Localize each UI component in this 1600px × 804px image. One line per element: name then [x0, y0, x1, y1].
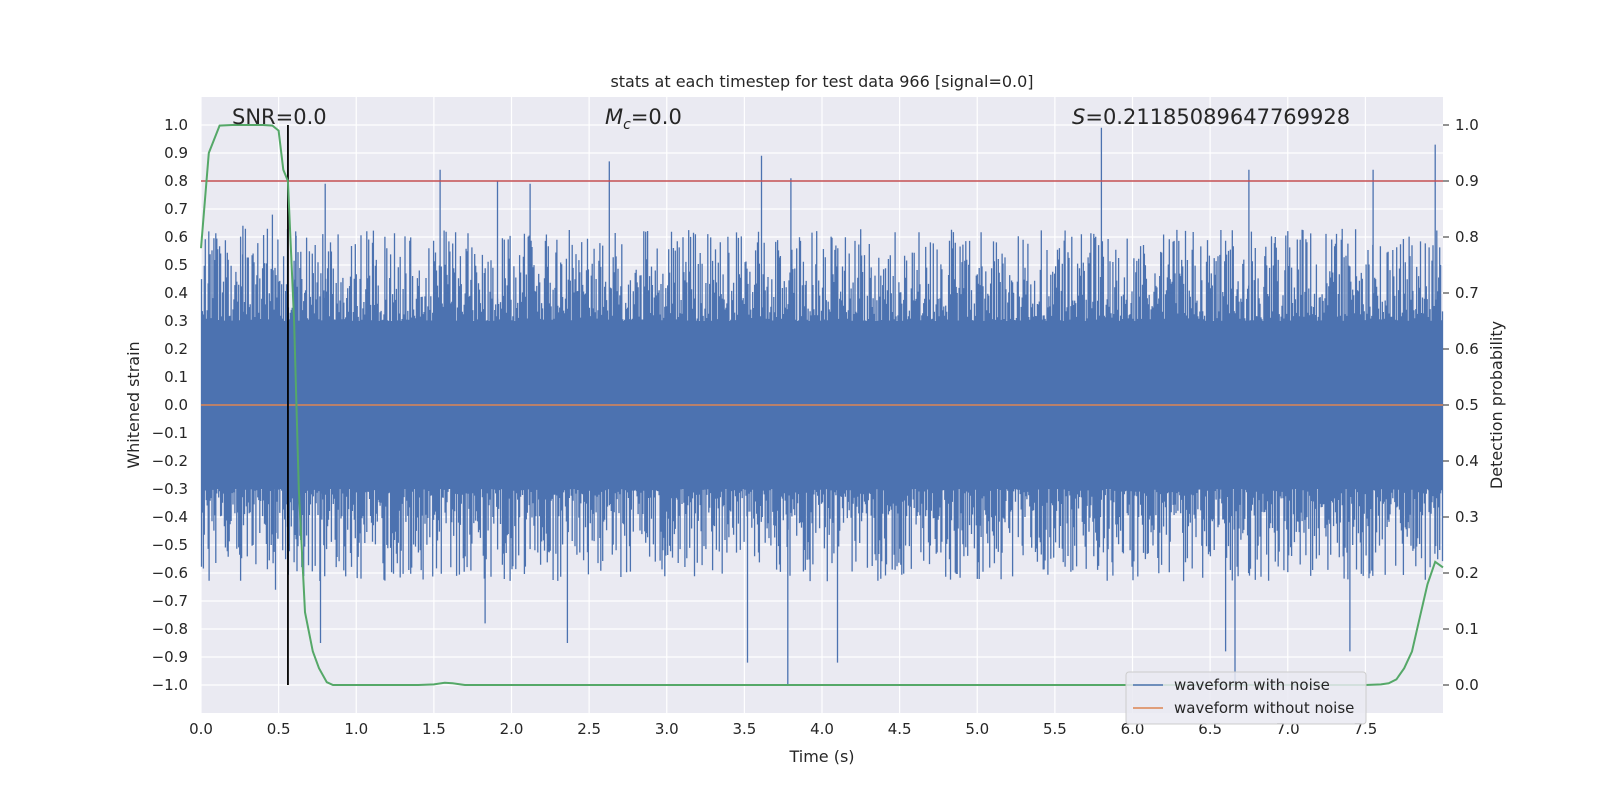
y-tick-label: 0.7 [164, 200, 188, 218]
y-tick-label: 0.0 [164, 396, 188, 414]
x-tick-label: 3.0 [655, 720, 679, 738]
series-waveform-with-noise [200, 127, 1444, 685]
score-annotation: S=0.21185089647769928 [1072, 105, 1350, 129]
y-tick-label: 1.0 [164, 116, 188, 134]
y-tick-label: 0.6 [164, 228, 188, 246]
y-tick-label: −0.1 [152, 424, 188, 442]
s-symbol: S [1072, 105, 1085, 129]
snr-annotation: SNR=0.0 [232, 105, 327, 129]
chirp-mass-annotation: Mc=0.0 [605, 105, 682, 133]
y-tick-label: −0.6 [152, 564, 188, 582]
mc-subscript: c [623, 117, 631, 133]
legend-label-noise: waveform with noise [1174, 676, 1330, 694]
y2-tick-label: 0.9 [1455, 172, 1479, 190]
x-tick-label: 5.5 [1043, 720, 1067, 738]
y2-tick-label: 0.6 [1455, 340, 1479, 358]
y2-tick-label: 0.5 [1455, 396, 1479, 414]
x-tick-label: 4.0 [810, 720, 834, 738]
y-tick-label: −0.3 [152, 480, 188, 498]
y-tick-label: 0.5 [164, 256, 188, 274]
x-tick-label: 3.5 [732, 720, 756, 738]
x-tick-label: 1.5 [422, 720, 446, 738]
y-tick-label: 0.8 [164, 172, 188, 190]
y-axis-label: Whitened strain [124, 341, 143, 468]
legend-box [1125, 671, 1367, 725]
y-tick-label: 0.4 [164, 284, 188, 302]
y-tick-label: −0.8 [152, 620, 188, 638]
x-tick-label: 4.5 [888, 720, 912, 738]
y-tick-label: −0.5 [152, 536, 188, 554]
y2-tick-label: 0.1 [1455, 620, 1479, 638]
y-tick-label: 0.2 [164, 340, 188, 358]
y-tick-label: 0.1 [164, 368, 188, 386]
y2-tick-label: 0.8 [1455, 228, 1479, 246]
y-tick-label: −0.9 [152, 648, 188, 666]
y-tick-label: −1.0 [152, 676, 188, 694]
x-tick-label: 5.0 [965, 720, 989, 738]
y2-tick-label: 0.3 [1455, 508, 1479, 526]
x-tick-label: 2.0 [500, 720, 524, 738]
y2-tick-label: 0.4 [1455, 452, 1479, 470]
y2-tick-label: 0.2 [1455, 564, 1479, 582]
y-tick-label: −0.4 [152, 508, 188, 526]
x-tick-label: 2.5 [577, 720, 601, 738]
x-tick-label: 0.5 [267, 720, 291, 738]
chart-title: stats at each timestep for test data 966… [610, 72, 1033, 91]
s-value: =0.21185089647769928 [1085, 105, 1350, 129]
y2-axis-label: Detection probability [1487, 321, 1506, 489]
mc-value: =0.0 [631, 105, 682, 129]
mc-symbol: M [605, 105, 623, 129]
tick-labels: 0.0 0.5 1.0 1.5 2.0 2.5 3.0 3.5 4.0 4.5 5.0 5.5 6.0 6… [152, 116, 1479, 738]
y-tick-label: −0.7 [152, 592, 188, 610]
x-tick-label: 0.0 [189, 720, 213, 738]
y-tick-label: −0.2 [152, 452, 188, 470]
y2-tick-label: 1.0 [1455, 116, 1479, 134]
lines-layer [200, 124, 1444, 686]
x-tick-label: 1.0 [344, 720, 368, 738]
y-tick-label: 0.9 [164, 144, 188, 162]
legend-label-clean: waveform without noise [1174, 699, 1354, 717]
x-axis-label: Time (s) [788, 747, 854, 766]
legend: waveform with noise waveform without noi… [1125, 671, 1367, 725]
y2-tick-label: 0.7 [1455, 284, 1479, 302]
y-tick-label: 0.3 [164, 312, 188, 330]
y2-tick-label: 0.0 [1455, 676, 1479, 694]
series-detection-probability [200, 124, 1444, 686]
